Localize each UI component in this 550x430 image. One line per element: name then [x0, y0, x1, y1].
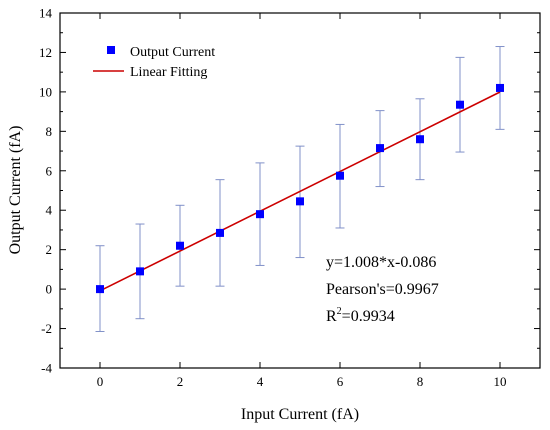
data-point [256, 210, 264, 219]
legend-label-linear-fitting: Linear Fitting [130, 65, 207, 80]
x-tick-label: 0 [97, 374, 104, 389]
legend-marker-output-current [107, 46, 115, 54]
data-point [496, 83, 504, 92]
x-tick-label: 10 [494, 374, 507, 389]
y-tick-label: -2 [41, 321, 52, 336]
y-tick-label: 0 [46, 282, 53, 297]
x-axis-label: Input Current (fA) [241, 406, 359, 423]
linear-fit-line [99, 91, 501, 292]
pearson-value: Pearson's=0.9967 [326, 281, 439, 298]
data-point [376, 144, 384, 153]
data-point [216, 228, 224, 237]
fit-equation: y=1.008*x-0.086 [326, 254, 436, 271]
x-tick-label: 4 [257, 374, 264, 389]
y-tick-label: 12 [39, 45, 52, 60]
data-point [296, 197, 304, 206]
y-tick-label: -4 [41, 361, 52, 376]
legend-label-output-current: Output Current [130, 45, 215, 60]
data-point [96, 285, 104, 294]
data-point [416, 135, 424, 144]
data-points [96, 83, 504, 294]
r-squared-value: R2=0.9934 [326, 306, 395, 325]
y-tick-label: 4 [46, 203, 53, 218]
y-tick-label: 14 [39, 6, 53, 21]
data-point [136, 267, 144, 276]
data-point [176, 241, 184, 250]
legend: Output Current Linear Fitting [93, 45, 215, 80]
x-tick-label: 2 [177, 374, 184, 389]
error-bars [95, 46, 505, 333]
x-tick-label: 8 [417, 374, 424, 389]
fit-annotations: y=1.008*x-0.086 Pearson's=0.9967 R2=0.99… [326, 254, 439, 325]
y-tick-label: 2 [46, 242, 53, 257]
y-tick-label: 6 [46, 163, 53, 178]
y-tick-label: 10 [39, 84, 52, 99]
fit-line-layer [99, 91, 501, 292]
y-tick-label: 8 [46, 124, 53, 139]
data-point [336, 171, 344, 180]
x-tick-label: 6 [337, 374, 344, 389]
axes: 0 2 4 6 8 10 -4 -2 0 2 4 6 8 10 12 14 [39, 6, 541, 389]
y-axis-label: Output Current (fA) [7, 126, 24, 255]
data-point [456, 100, 464, 109]
